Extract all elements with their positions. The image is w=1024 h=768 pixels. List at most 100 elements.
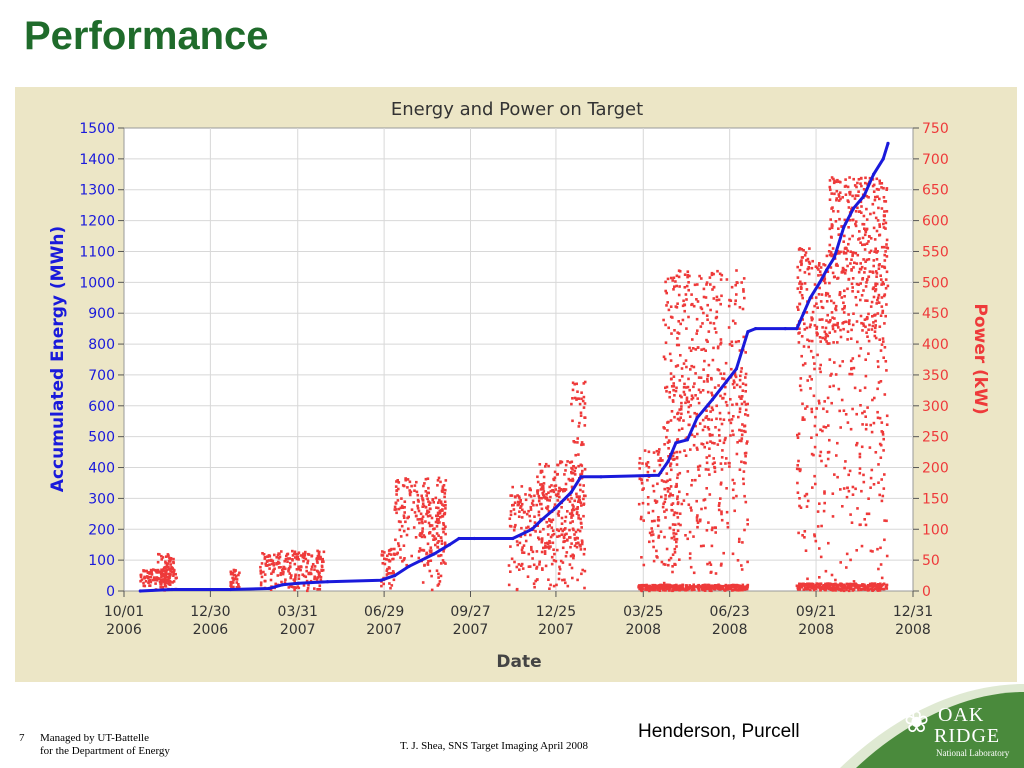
power-point (395, 489, 399, 492)
power-point (685, 386, 688, 389)
power-point (166, 582, 170, 585)
power-point (849, 586, 852, 589)
power-point (809, 588, 812, 591)
power-point (818, 576, 821, 579)
power-point (436, 584, 440, 587)
power-point (651, 533, 655, 536)
power-point (883, 253, 886, 257)
power-point (571, 479, 574, 483)
power-point (436, 521, 440, 525)
power-point (442, 504, 446, 507)
power-point (817, 274, 820, 277)
power-point (416, 493, 420, 497)
power-point (715, 295, 719, 299)
power-point (878, 182, 882, 185)
power-point (436, 519, 439, 522)
power-point (676, 516, 680, 519)
power-point (306, 589, 309, 593)
power-point (508, 524, 512, 528)
power-point (434, 543, 437, 547)
power-point (676, 495, 679, 498)
power-point (874, 284, 877, 288)
power-point (577, 464, 580, 468)
power-point (661, 505, 665, 509)
power-point (553, 484, 556, 488)
power-point (744, 451, 748, 455)
power-point (837, 387, 841, 391)
power-point (653, 499, 657, 502)
power-point (165, 579, 169, 582)
power-point (669, 419, 673, 422)
power-point (877, 463, 880, 466)
power-point (568, 536, 571, 539)
power-point (885, 587, 889, 590)
power-point (876, 219, 880, 222)
power-point (864, 260, 867, 263)
power-point (720, 456, 724, 459)
power-point (719, 564, 723, 567)
power-point (285, 554, 288, 558)
power-point (746, 583, 750, 587)
power-point (843, 218, 847, 222)
power-point (852, 312, 855, 315)
power-point (710, 528, 714, 532)
power-point (880, 207, 884, 210)
power-point (730, 340, 734, 344)
power-point (663, 535, 666, 539)
power-point (579, 414, 583, 417)
power-point (416, 498, 420, 502)
power-point (410, 508, 414, 511)
power-point (688, 552, 692, 555)
power-point (671, 509, 674, 512)
power-point (161, 573, 164, 576)
power-point (576, 390, 579, 393)
power-point (874, 319, 877, 323)
power-point (806, 577, 809, 581)
power-point (522, 551, 526, 554)
power-point (828, 438, 831, 442)
power-point (823, 588, 826, 591)
power-point (830, 573, 834, 577)
power-point (538, 463, 542, 466)
power-point (515, 565, 519, 569)
left-tick-label: 100 (88, 553, 115, 569)
power-point (568, 500, 572, 503)
power-point (385, 558, 388, 561)
power-point (837, 227, 840, 230)
left-tick-label: 400 (88, 461, 115, 477)
power-point (669, 372, 673, 375)
power-point (532, 563, 536, 567)
power-point (841, 266, 845, 270)
power-point (713, 461, 716, 464)
power-point (291, 554, 295, 557)
right-tick-label: 750 (922, 121, 949, 137)
power-point (573, 382, 576, 386)
power-point (534, 530, 537, 533)
power-point (880, 421, 884, 424)
power-point (797, 341, 801, 344)
power-point (875, 258, 879, 261)
power-point (719, 278, 723, 281)
power-point (711, 358, 715, 362)
power-point (828, 179, 832, 182)
power-point (568, 479, 572, 482)
power-point (691, 396, 695, 400)
power-point (740, 281, 743, 284)
power-point (149, 575, 153, 579)
power-point (516, 494, 519, 497)
power-point (676, 473, 680, 476)
power-point (435, 506, 438, 509)
x-tick-label: 2008 (798, 622, 834, 638)
power-point (437, 582, 441, 586)
power-point (159, 582, 162, 586)
power-point (542, 475, 546, 479)
power-point (876, 410, 879, 414)
power-point (804, 407, 807, 410)
power-point (850, 584, 854, 587)
power-point (572, 508, 576, 512)
power-point (866, 588, 869, 592)
power-point (551, 529, 555, 532)
power-point (383, 557, 386, 561)
power-point (878, 179, 881, 183)
power-point (858, 471, 862, 475)
